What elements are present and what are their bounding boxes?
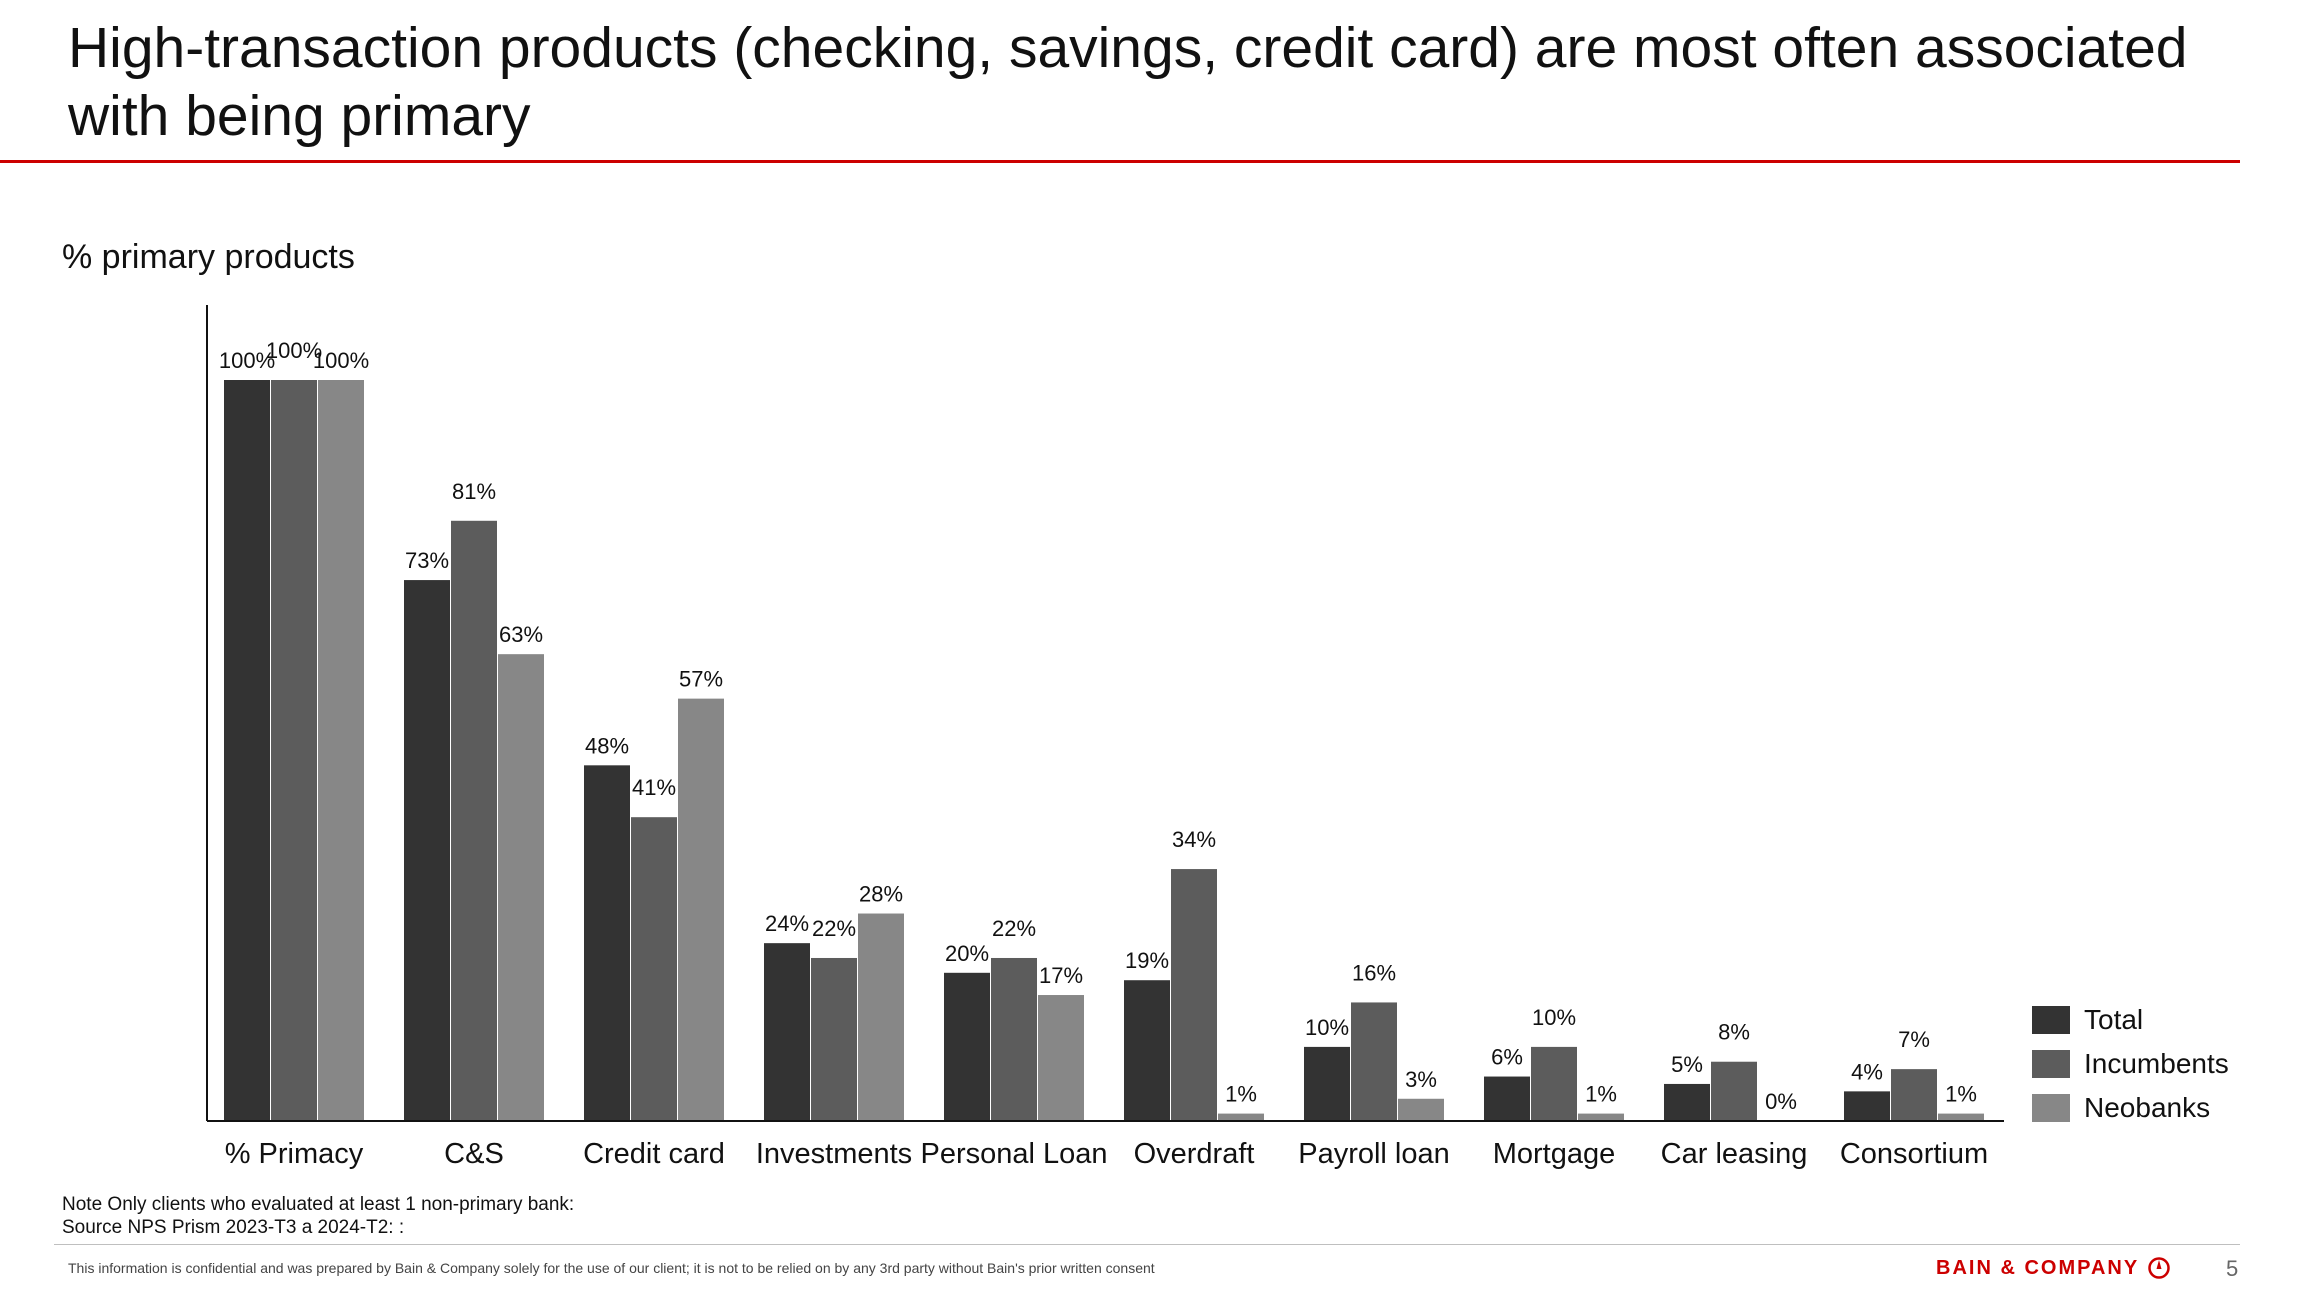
- tick-label-consortium: Consortium: [1840, 1138, 1988, 1170]
- bar-personal-loan-neobanks: [1038, 995, 1084, 1121]
- bar-payroll-loan-neobanks: [1398, 1098, 1444, 1121]
- data-label-payroll-loan-neobanks: 3%: [1405, 1067, 1437, 1092]
- legend-label-total: Total: [2084, 1004, 2144, 1035]
- data-label-c-s-neobanks: 63%: [499, 622, 543, 647]
- data-label-credit-card-incumbents: 41%: [632, 775, 676, 800]
- bar-payroll-loan-total: [1304, 1046, 1350, 1121]
- bar-investments-neobanks: [858, 913, 904, 1121]
- bar-c-s-incumbents: [451, 520, 497, 1121]
- data-label-payroll-loan-total: 10%: [1305, 1015, 1349, 1040]
- tick-label-investments: Investments: [756, 1138, 912, 1170]
- bar-car-leasing-incumbents: [1711, 1061, 1757, 1121]
- compass-icon: [2148, 1257, 2170, 1279]
- legend-swatch-total: [2032, 1006, 2070, 1034]
- data-label-overdraft-incumbents: 34%: [1172, 827, 1216, 852]
- bar-personal-loan-incumbents: [991, 957, 1037, 1121]
- tick-label-overdraft: Overdraft: [1134, 1138, 1255, 1170]
- data-label-c-s-incumbents: 81%: [452, 479, 496, 504]
- data-label-mortgage-neobanks: 1%: [1585, 1082, 1617, 1107]
- legend-label-incumbents: Incumbents: [2084, 1048, 2229, 1079]
- data-label-mortgage-total: 6%: [1491, 1045, 1523, 1070]
- chart-note: Note Only clients who evaluated at least…: [62, 1194, 575, 1215]
- tick-label-car-leasing: Car leasing: [1661, 1138, 1808, 1170]
- bar-credit-card-total: [584, 765, 630, 1121]
- tick-label-payroll-loan: Payroll loan: [1298, 1138, 1450, 1170]
- data-label-personal-loan-incumbents: 22%: [992, 916, 1036, 941]
- chart-source: Source NPS Prism 2023-T3 a 2024-T2: :: [62, 1217, 405, 1238]
- legend-label-neobanks: Neobanks: [2084, 1092, 2211, 1123]
- bar-primacy-incumbents: [271, 380, 317, 1121]
- data-label-personal-loan-total: 20%: [945, 941, 989, 966]
- bar-investments-incumbents: [811, 957, 857, 1121]
- footer-divider: [54, 1244, 2240, 1245]
- title-divider: [0, 160, 2240, 163]
- data-label-investments-total: 24%: [765, 911, 809, 936]
- legend-item-neobanks: Neobanks: [2032, 1086, 2229, 1130]
- data-label-consortium-total: 4%: [1851, 1059, 1883, 1084]
- data-label-consortium-incumbents: 7%: [1898, 1027, 1930, 1052]
- page-number: 5: [2226, 1256, 2239, 1281]
- tick-label-mortgage: Mortgage: [1493, 1138, 1616, 1170]
- data-label-car-leasing-incumbents: 8%: [1718, 1020, 1750, 1045]
- tick-label-primacy: % Primacy: [225, 1138, 364, 1170]
- data-label-overdraft-neobanks: 1%: [1225, 1082, 1257, 1107]
- data-label-primacy-incumbents: 100%: [266, 338, 322, 363]
- brand-name: BAIN & COMPANY: [1936, 1256, 2140, 1279]
- bar-primacy-total: [224, 380, 270, 1121]
- data-label-car-leasing-total: 5%: [1671, 1052, 1703, 1077]
- bar-credit-card-incumbents: [631, 817, 677, 1121]
- data-label-credit-card-neobanks: 57%: [679, 667, 723, 692]
- bar-credit-card-neobanks: [678, 698, 724, 1121]
- tick-label-personal-loan: Personal Loan: [920, 1138, 1107, 1170]
- data-label-investments-neobanks: 28%: [859, 882, 903, 907]
- bar-mortgage-incumbents: [1531, 1046, 1577, 1121]
- data-label-primacy-total: 100%: [219, 348, 275, 373]
- bar-mortgage-neobanks: [1578, 1113, 1624, 1121]
- bar-consortium-incumbents: [1891, 1069, 1937, 1121]
- bar-payroll-loan-incumbents: [1351, 1002, 1397, 1121]
- bar-c-s-total: [404, 580, 450, 1121]
- data-label-overdraft-total: 19%: [1125, 948, 1169, 973]
- tick-label-credit-card: Credit card: [583, 1138, 725, 1170]
- brand-logo: BAIN & COMPANY: [1936, 1256, 2171, 1280]
- bar-investments-total: [764, 943, 810, 1121]
- bar-primacy-neobanks: [318, 380, 364, 1121]
- tick-label-c-s: C&S: [444, 1138, 504, 1170]
- bar-consortium-total: [1844, 1091, 1890, 1121]
- legend-swatch-incumbents: [2032, 1050, 2070, 1078]
- data-label-c-s-total: 73%: [405, 548, 449, 573]
- data-label-payroll-loan-incumbents: 16%: [1352, 960, 1396, 985]
- legend-item-incumbents: Incumbents: [2032, 1042, 2229, 1086]
- bar-car-leasing-total: [1664, 1083, 1710, 1121]
- bar-overdraft-total: [1124, 980, 1170, 1121]
- bar-c-s-neobanks: [498, 654, 544, 1121]
- data-label-mortgage-incumbents: 10%: [1532, 1005, 1576, 1030]
- bar-overdraft-incumbents: [1171, 869, 1217, 1121]
- legend-item-total: Total: [2032, 998, 2229, 1042]
- data-label-investments-incumbents: 22%: [812, 916, 856, 941]
- bar-personal-loan-total: [944, 972, 990, 1121]
- data-label-credit-card-total: 48%: [585, 733, 629, 758]
- bar-mortgage-total: [1484, 1076, 1530, 1121]
- confidentiality-notice: This information is confidential and was…: [68, 1260, 1155, 1276]
- bar-consortium-neobanks: [1938, 1113, 1984, 1121]
- data-label-personal-loan-neobanks: 17%: [1039, 963, 1083, 988]
- data-label-consortium-neobanks: 1%: [1945, 1082, 1977, 1107]
- data-label-primacy-neobanks: 100%: [313, 348, 369, 373]
- chart-subtitle: % primary products: [62, 238, 355, 276]
- data-label-car-leasing-neobanks: 0%: [1765, 1089, 1797, 1114]
- legend-swatch-neobanks: [2032, 1094, 2070, 1122]
- chart-legend: Total Incumbents Neobanks: [2032, 998, 2229, 1130]
- slide-title: High-transaction products (checking, sav…: [68, 16, 2188, 148]
- bar-overdraft-neobanks: [1218, 1113, 1264, 1121]
